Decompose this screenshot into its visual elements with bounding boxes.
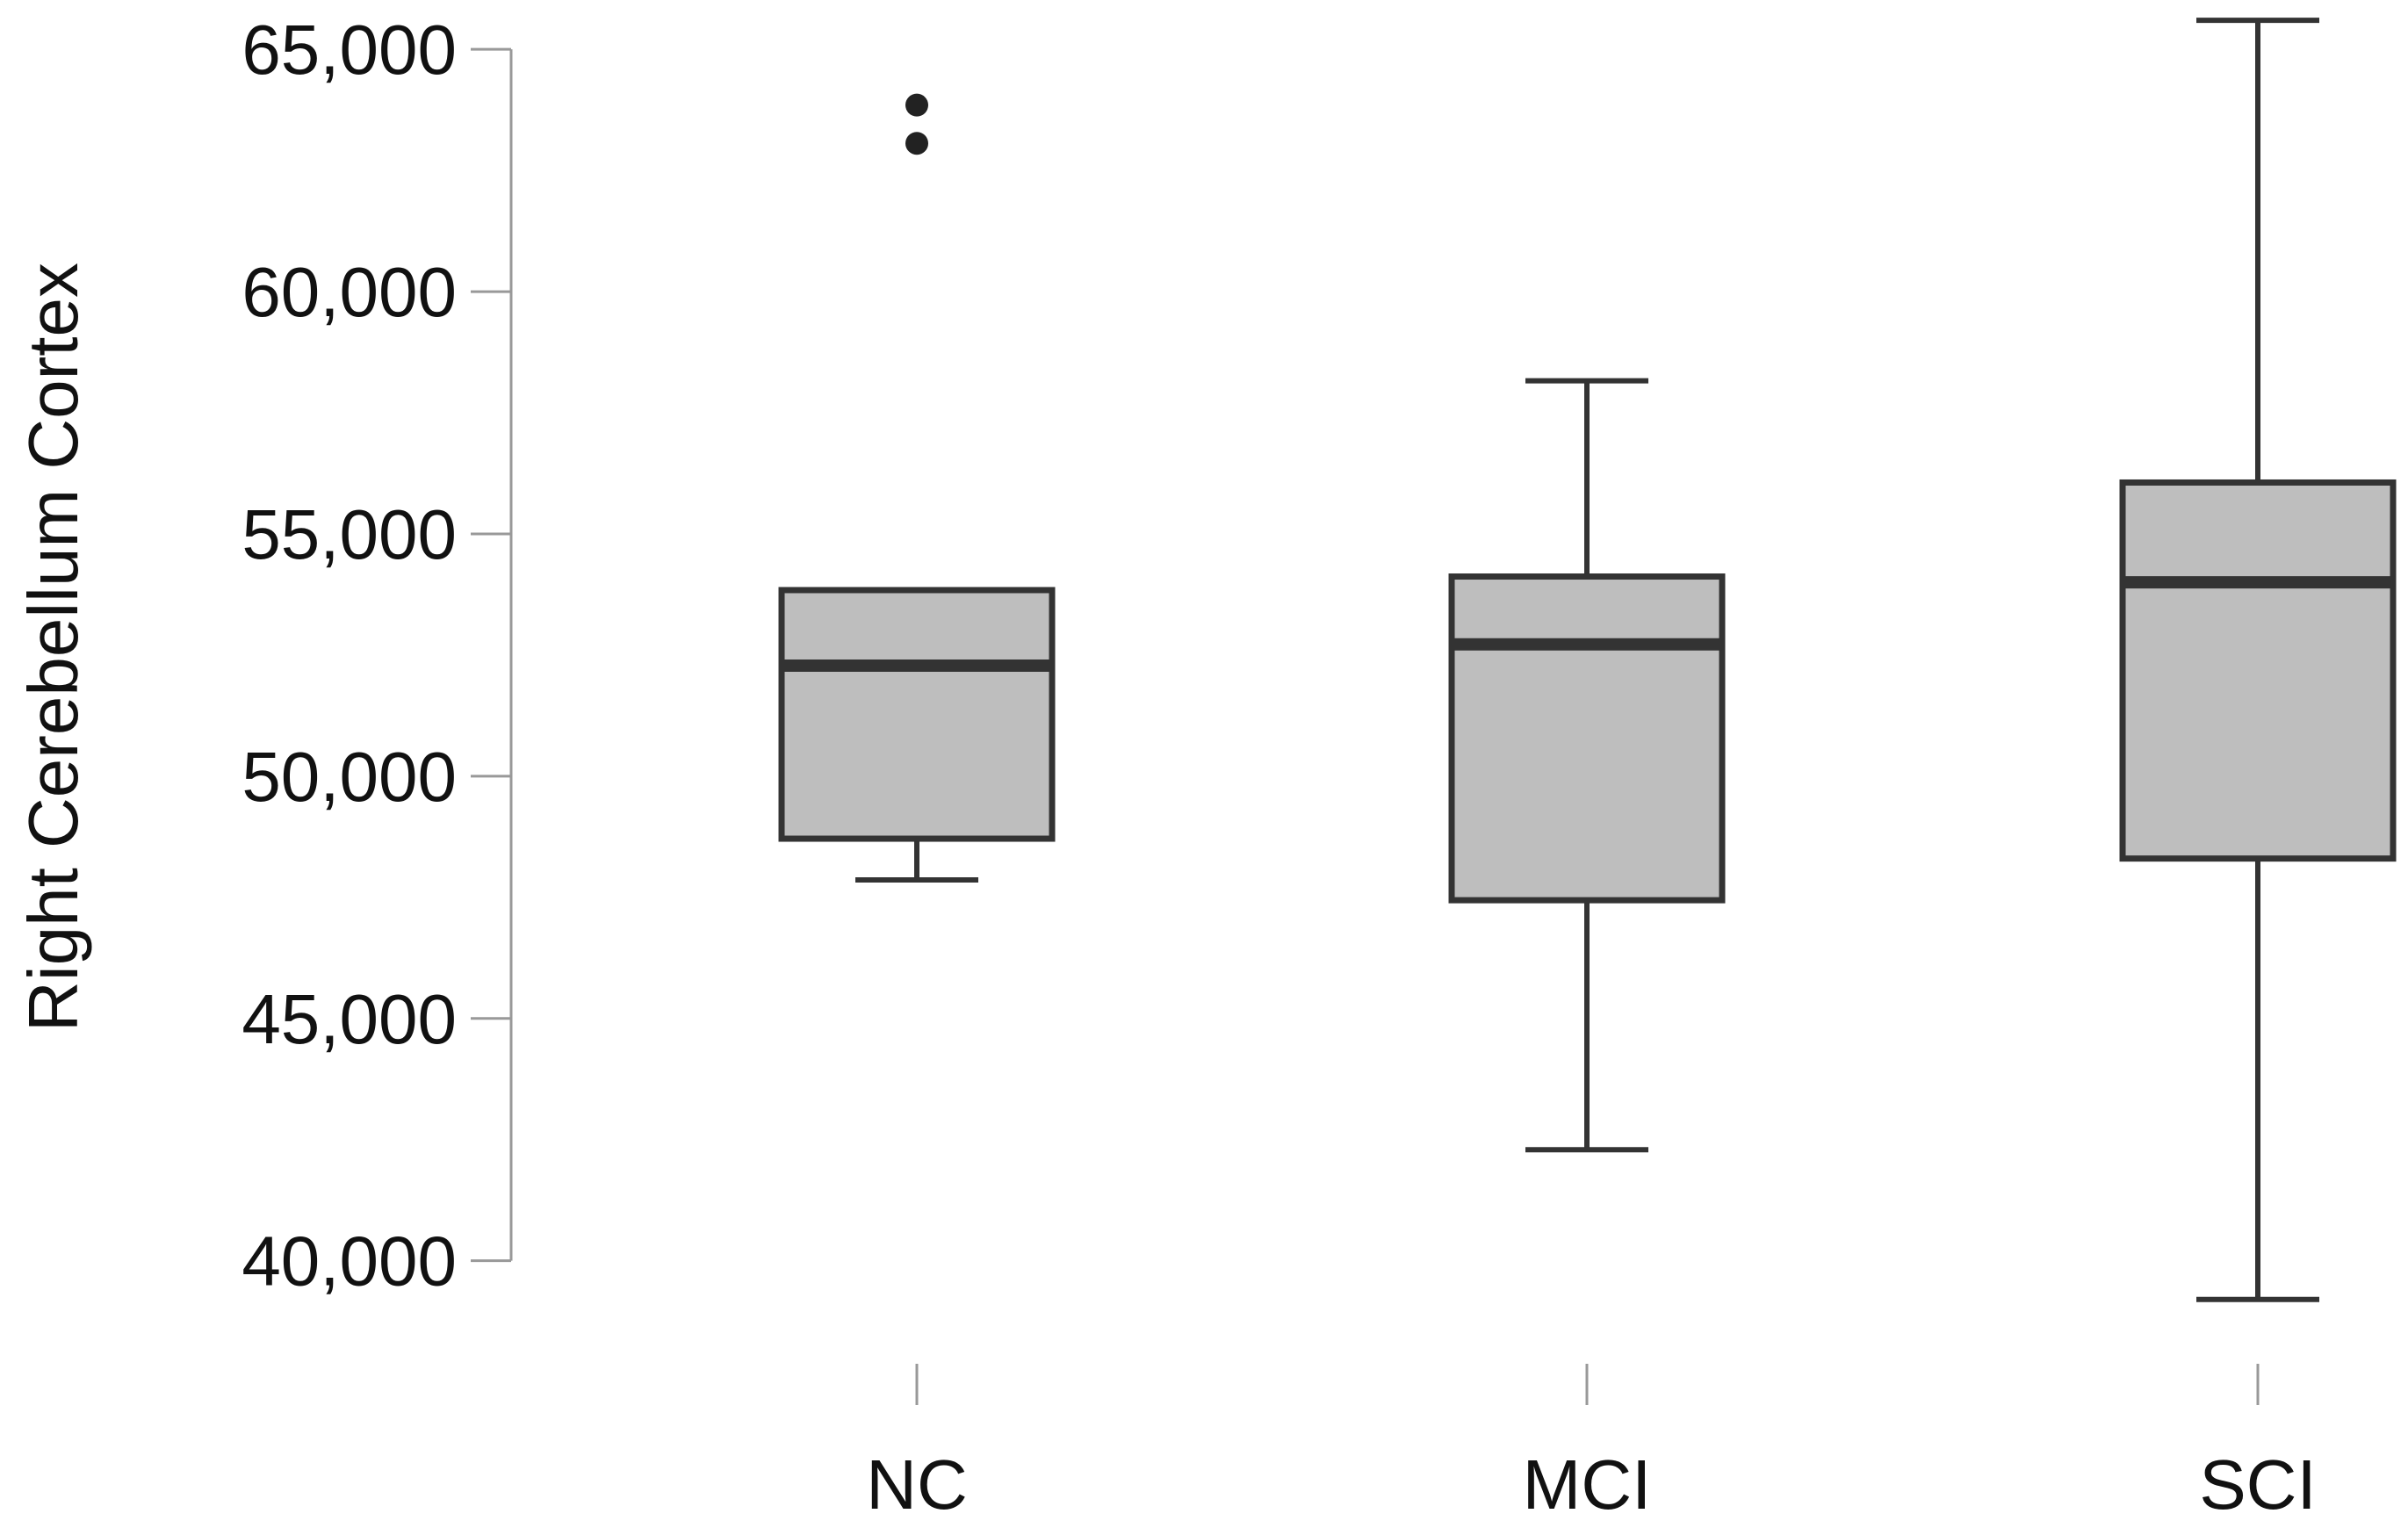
outlier <box>905 93 928 117</box>
y-tick-label: 40,000 <box>242 1222 457 1301</box>
y-tick-label: 60,000 <box>242 253 457 331</box>
x-tick-label: SCI <box>2199 1445 2316 1524</box>
y-axis-label: Right Cerebellum Cortex <box>14 263 92 1032</box>
x-tick-label: NC <box>866 1445 968 1524</box>
outlier <box>905 132 928 155</box>
y-tick-label: 50,000 <box>242 738 457 816</box>
box <box>778 587 1056 842</box>
box <box>1448 573 1726 904</box>
x-tick-label: MCI <box>1523 1445 1652 1524</box>
box <box>2119 479 2397 862</box>
y-tick-label: 65,000 <box>242 11 457 89</box>
y-tick-label: 55,000 <box>242 495 457 573</box>
y-tick-label: 45,000 <box>242 980 457 1058</box>
